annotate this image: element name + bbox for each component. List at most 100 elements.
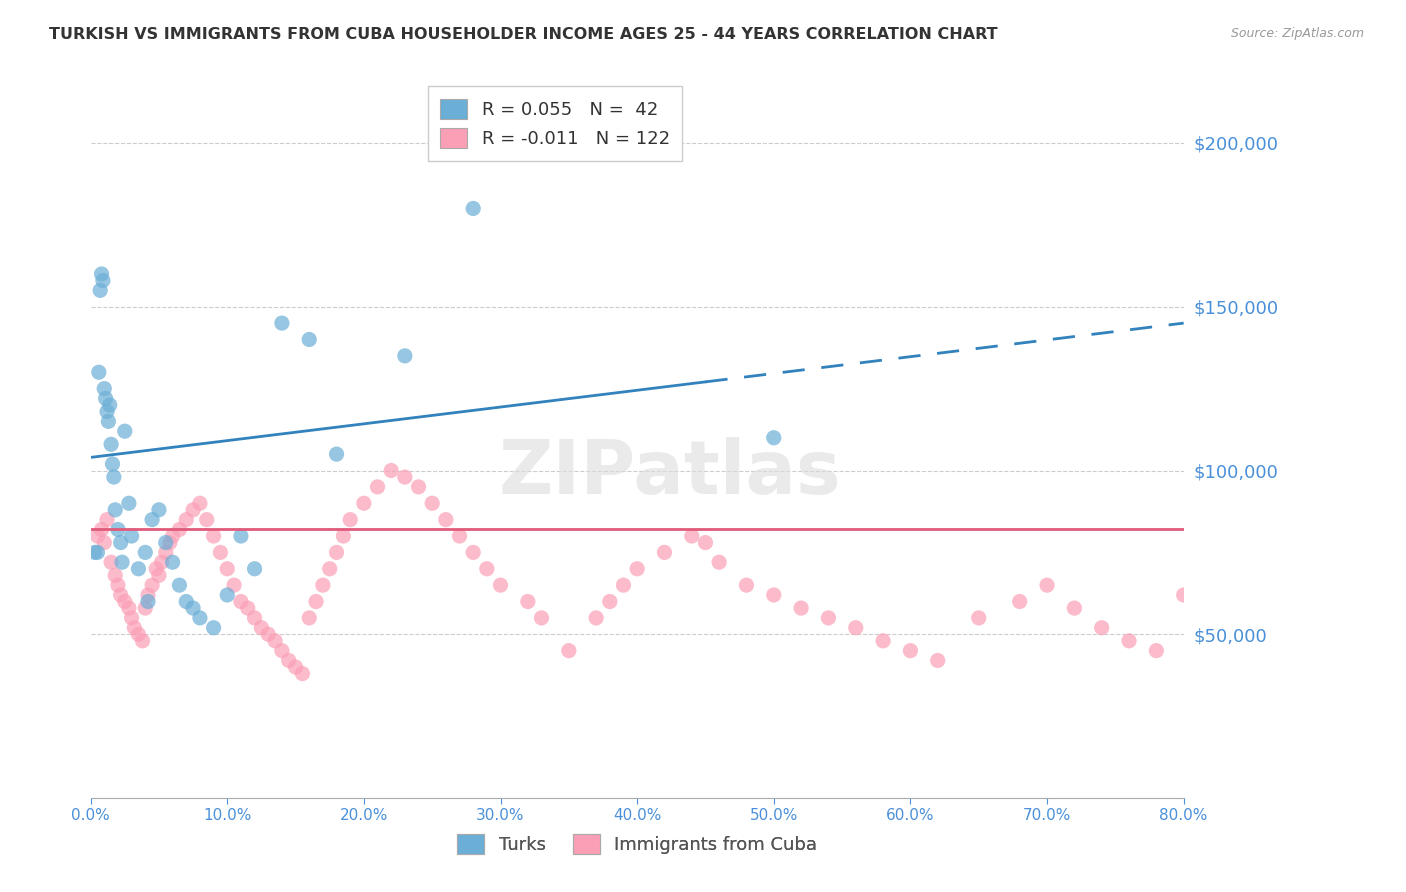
- Point: [87, 365, 110, 379]
- Point: [1144, 643, 1167, 657]
- Point: [298, 611, 321, 625]
- Point: [408, 480, 430, 494]
- Point: [229, 529, 252, 543]
- Point: [136, 588, 159, 602]
- Point: [111, 555, 134, 569]
- Point: [1173, 588, 1195, 602]
- Point: [1378, 594, 1400, 608]
- Point: [127, 627, 149, 641]
- Point: [845, 621, 868, 635]
- Point: [217, 562, 239, 576]
- Point: [707, 555, 730, 569]
- Point: [159, 535, 181, 549]
- Point: [332, 529, 354, 543]
- Point: [353, 496, 375, 510]
- Point: [148, 503, 170, 517]
- Point: [298, 333, 321, 347]
- Point: [209, 545, 232, 559]
- Point: [530, 611, 553, 625]
- Text: Source: ZipAtlas.com: Source: ZipAtlas.com: [1230, 27, 1364, 40]
- Point: [121, 611, 143, 625]
- Point: [145, 562, 167, 576]
- Point: [114, 424, 136, 438]
- Point: [91, 273, 114, 287]
- Point: [312, 578, 335, 592]
- Point: [1282, 568, 1305, 582]
- Point: [162, 529, 184, 543]
- Point: [243, 562, 266, 576]
- Point: [181, 503, 204, 517]
- Point: [127, 562, 149, 576]
- Point: [380, 463, 402, 477]
- Point: [434, 513, 457, 527]
- Point: [104, 568, 127, 582]
- Point: [449, 529, 471, 543]
- Point: [319, 562, 342, 576]
- Point: [626, 562, 648, 576]
- Point: [463, 545, 485, 559]
- Point: [654, 545, 676, 559]
- Point: [148, 568, 170, 582]
- Point: [110, 588, 132, 602]
- Point: [420, 496, 443, 510]
- Point: [489, 578, 512, 592]
- Point: [169, 578, 191, 592]
- Point: [339, 513, 361, 527]
- Point: [277, 653, 299, 667]
- Point: [284, 660, 307, 674]
- Point: [1227, 535, 1250, 549]
- Point: [558, 643, 581, 657]
- Point: [202, 621, 225, 635]
- Point: [134, 545, 156, 559]
- Point: [136, 594, 159, 608]
- Point: [762, 588, 785, 602]
- Point: [1199, 611, 1222, 625]
- Point: [86, 529, 108, 543]
- Point: [96, 513, 118, 527]
- Point: [100, 437, 122, 451]
- Point: [103, 470, 125, 484]
- Point: [118, 496, 141, 510]
- Point: [1309, 578, 1331, 592]
- Point: [131, 633, 153, 648]
- Point: [817, 611, 839, 625]
- Point: [236, 601, 259, 615]
- Point: [169, 523, 191, 537]
- Point: [174, 513, 197, 527]
- Legend: Turks, Immigrants from Cuba: Turks, Immigrants from Cuba: [450, 827, 824, 861]
- Point: [124, 621, 146, 635]
- Point: [188, 496, 211, 510]
- Point: [93, 382, 115, 396]
- Point: [229, 594, 252, 608]
- Point: [181, 601, 204, 615]
- Point: [264, 633, 287, 648]
- Point: [94, 392, 117, 406]
- Point: [98, 398, 121, 412]
- Point: [900, 643, 922, 657]
- Point: [325, 545, 347, 559]
- Point: [270, 643, 292, 657]
- Point: [188, 611, 211, 625]
- Point: [599, 594, 621, 608]
- Point: [114, 594, 136, 608]
- Point: [762, 431, 785, 445]
- Point: [735, 578, 758, 592]
- Point: [872, 633, 894, 648]
- Point: [1008, 594, 1031, 608]
- Point: [1063, 601, 1085, 615]
- Point: [141, 513, 163, 527]
- Point: [222, 578, 245, 592]
- Point: [585, 611, 607, 625]
- Point: [1036, 578, 1059, 592]
- Point: [162, 555, 184, 569]
- Point: [681, 529, 703, 543]
- Point: [202, 529, 225, 543]
- Point: [101, 457, 124, 471]
- Point: [1118, 633, 1140, 648]
- Point: [305, 594, 328, 608]
- Point: [141, 578, 163, 592]
- Point: [257, 627, 280, 641]
- Point: [394, 470, 416, 484]
- Point: [516, 594, 538, 608]
- Point: [790, 601, 813, 615]
